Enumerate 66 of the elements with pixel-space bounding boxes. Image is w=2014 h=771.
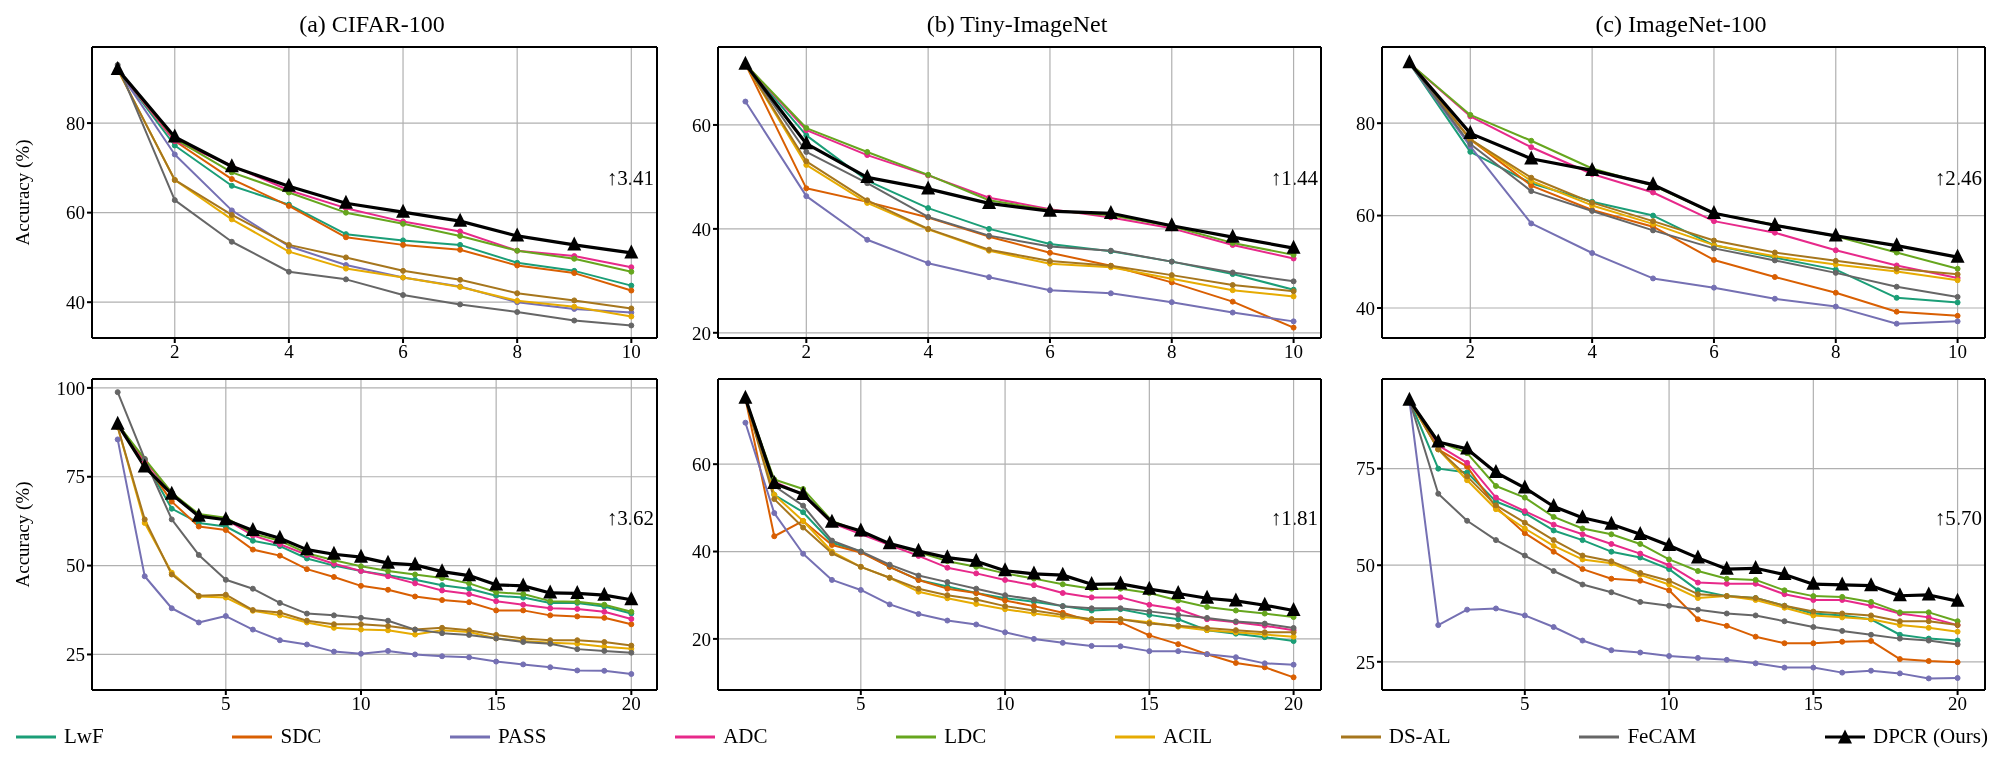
- y-tick-label: 80: [66, 112, 85, 134]
- x-tick-label: 10: [621, 341, 641, 363]
- x-tick-label: 8: [1167, 341, 1177, 363]
- x-tick-label: 10: [1659, 693, 1679, 715]
- x-tick-label: 10: [1284, 341, 1304, 363]
- y-tick-label: 20: [692, 322, 711, 344]
- x-tick-label: 4: [923, 341, 934, 363]
- chart-title: (a) CIFAR-100: [298, 10, 446, 39]
- legend-label: LwF: [64, 724, 104, 749]
- annotation: ↑1.44: [1270, 166, 1318, 192]
- y-tick-label: 40: [692, 218, 711, 240]
- annotation: ↑5.70: [1934, 505, 1982, 531]
- y-tick-label: 75: [1356, 458, 1375, 480]
- y-tick-label: 50: [66, 555, 85, 577]
- y-tick-label: 80: [1356, 112, 1375, 134]
- y-tick-label: 40: [66, 291, 85, 313]
- x-tick-label: 8: [512, 341, 522, 363]
- x-tick-label: 15: [1803, 693, 1823, 715]
- legend-label: DPCR (Ours): [1873, 724, 1988, 749]
- x-tick-label: 8: [1831, 341, 1841, 363]
- y-tick-label: 25: [66, 644, 85, 666]
- chart-title: (c) ImageNet-100: [1594, 10, 1768, 39]
- y-tick-label: 60: [66, 202, 85, 224]
- x-tick-label: 2: [1465, 341, 1476, 363]
- legend-label: FeCAM: [1627, 724, 1697, 749]
- annotation: ↑3.41: [606, 166, 654, 192]
- y-tick-label: 20: [692, 628, 711, 650]
- x-tick-label: 6: [1709, 341, 1719, 363]
- x-tick-label: 20: [621, 693, 641, 715]
- y-tick-label: 75: [66, 466, 85, 488]
- x-tick-label: 10: [1948, 341, 1968, 363]
- y-axis-title: Accuracy (%): [11, 481, 34, 588]
- y-tick-label: 50: [1356, 554, 1375, 576]
- y-tick-label: 60: [1356, 205, 1375, 227]
- y-tick-label: 40: [692, 541, 711, 563]
- x-tick-label: 6: [1045, 341, 1055, 363]
- legend-label: SDC: [280, 724, 322, 749]
- y-tick-label: 100: [56, 377, 85, 399]
- y-tick-label: 60: [692, 114, 711, 136]
- annotation: ↑1.81: [1270, 505, 1318, 531]
- x-tick-label: 5: [221, 693, 231, 715]
- y-tick-label: 60: [692, 453, 711, 475]
- y-axis-title: Accuracy (%): [11, 139, 34, 246]
- chart-title: (b) Tiny-ImageNet: [925, 10, 1109, 39]
- y-tick-label: 40: [1356, 297, 1375, 319]
- x-tick-label: 4: [284, 341, 295, 363]
- x-tick-label: 10: [351, 693, 371, 715]
- legend-label: DS-AL: [1388, 724, 1451, 749]
- x-tick-label: 4: [1587, 341, 1598, 363]
- annotation: ↑3.62: [606, 505, 654, 531]
- x-tick-label: 10: [995, 693, 1015, 715]
- x-tick-label: 5: [856, 693, 866, 715]
- legend-label: ADC: [723, 724, 768, 749]
- legend-label: ACIL: [1163, 724, 1212, 749]
- x-tick-label: 15: [1139, 693, 1159, 715]
- x-tick-label: 15: [486, 693, 506, 715]
- legend-label: PASS: [498, 724, 547, 749]
- annotation: ↑2.46: [1934, 166, 1982, 192]
- x-tick-label: 2: [170, 341, 180, 363]
- x-tick-label: 20: [1948, 693, 1968, 715]
- x-tick-label: 6: [398, 341, 408, 363]
- x-tick-label: 5: [1520, 693, 1530, 715]
- x-tick-label: 2: [801, 341, 812, 363]
- y-tick-label: 25: [1356, 651, 1375, 673]
- legend-label: LDC: [944, 724, 987, 749]
- x-tick-label: 20: [1284, 693, 1304, 715]
